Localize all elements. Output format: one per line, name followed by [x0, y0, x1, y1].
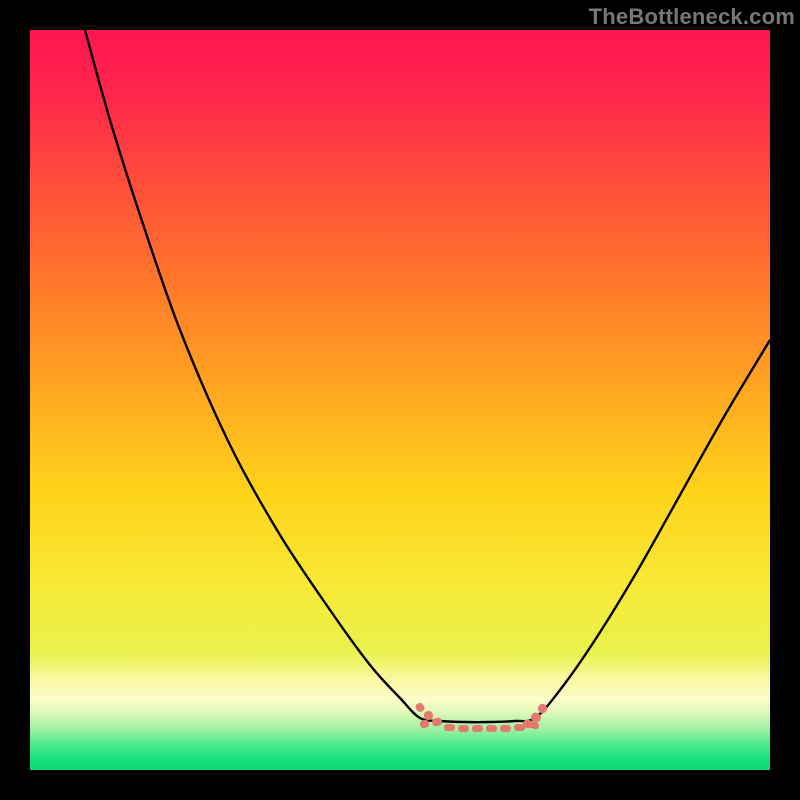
- chart-stage: TheBottleneck.com: [0, 0, 800, 800]
- valley-dash: [500, 725, 511, 732]
- valley-dash: [514, 724, 525, 732]
- valley-dash: [486, 725, 497, 732]
- watermark-text: TheBottleneck.com: [589, 4, 795, 30]
- valley-dash: [458, 725, 469, 732]
- plot-background: [30, 30, 770, 770]
- valley-dash: [472, 725, 483, 732]
- valley-dash: [444, 724, 455, 731]
- chart-svg: [0, 0, 800, 800]
